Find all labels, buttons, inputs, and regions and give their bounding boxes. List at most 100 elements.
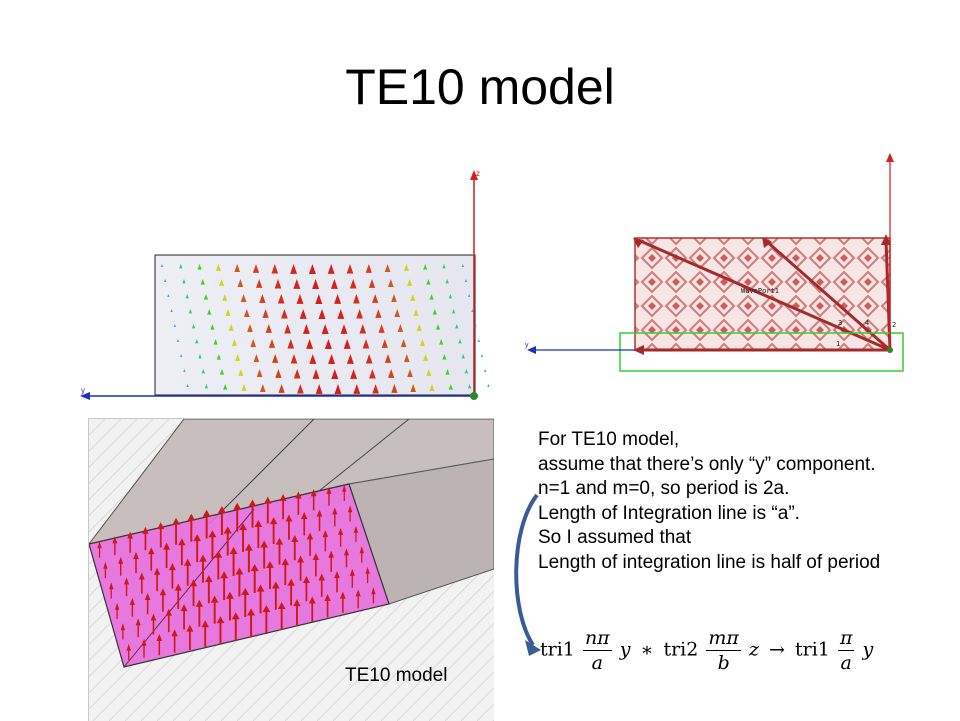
field-arrow bbox=[219, 369, 225, 375]
field-arrow bbox=[198, 354, 202, 359]
field-arrow bbox=[223, 384, 228, 390]
field-arrow bbox=[451, 309, 456, 314]
field-arrow-head bbox=[262, 605, 271, 613]
wall-edge-2 bbox=[308, 419, 410, 500]
curved-arrow-head bbox=[525, 640, 541, 656]
field-arrow bbox=[281, 309, 288, 319]
field-arrow bbox=[179, 264, 183, 269]
field-arrow-head bbox=[133, 551, 139, 559]
waveguide-3d-canvas bbox=[89, 419, 494, 721]
field-arrow bbox=[170, 309, 173, 312]
field-arrow bbox=[173, 324, 176, 327]
field-arrow bbox=[435, 324, 441, 330]
field-arrow bbox=[468, 294, 471, 297]
field-arrow bbox=[464, 369, 469, 374]
field-arrow bbox=[299, 309, 307, 319]
field-arrow bbox=[381, 339, 388, 348]
field-arrow-head bbox=[343, 548, 350, 556]
field-arrow bbox=[234, 264, 241, 272]
field-arrow bbox=[461, 264, 464, 267]
field-arrow bbox=[359, 324, 367, 334]
field-arrow bbox=[330, 279, 338, 289]
z-axis-arrowhead bbox=[886, 153, 894, 162]
field-arrow bbox=[362, 339, 370, 349]
field-arrow bbox=[372, 294, 379, 303]
field-arrow-head bbox=[163, 542, 171, 550]
y-axis-label: y bbox=[525, 342, 529, 349]
field-arrow-head bbox=[103, 561, 108, 569]
field-arrow-head bbox=[328, 550, 335, 558]
field-arrow-head bbox=[142, 526, 149, 534]
diagonal-edge bbox=[123, 508, 255, 668]
field-arrow bbox=[271, 264, 279, 274]
field-arrow bbox=[297, 384, 304, 394]
field-arrow-head bbox=[334, 571, 340, 579]
hatch-line bbox=[412, 638, 494, 721]
field-arrow bbox=[331, 369, 339, 379]
field-arrow-head bbox=[171, 629, 178, 637]
field-arrow bbox=[387, 279, 394, 287]
field-arrow-head bbox=[216, 616, 225, 624]
field-arrow bbox=[400, 339, 407, 347]
field-arrow bbox=[343, 339, 351, 349]
field-arrow bbox=[191, 324, 196, 329]
field-arrow bbox=[284, 324, 291, 334]
frac2-denominator: b bbox=[717, 652, 730, 674]
field-arrow bbox=[268, 339, 276, 348]
field-arrow bbox=[378, 324, 385, 333]
field-arrow-head bbox=[293, 599, 301, 607]
field-arrow-head bbox=[202, 509, 211, 517]
field-arrow bbox=[337, 309, 345, 319]
field-arrow-head bbox=[229, 547, 238, 555]
marker-4: 4 bbox=[865, 319, 869, 327]
field-arrow-head bbox=[233, 502, 242, 510]
field-arrow bbox=[240, 294, 247, 302]
formula-term-1: tri1 bbox=[540, 638, 575, 661]
formula-fraction-2: mπ b bbox=[706, 626, 741, 675]
field-arrow bbox=[365, 354, 373, 364]
field-arrow bbox=[445, 369, 450, 375]
field-arrow bbox=[334, 384, 342, 394]
z-axis-arrowhead bbox=[470, 170, 478, 180]
field-arrows bbox=[160, 264, 490, 394]
field-arrow bbox=[423, 264, 428, 270]
field-plot-2d-canvas: z y bbox=[80, 169, 490, 400]
wave-port-setup: WavePort1 1 2 3 4 z y bbox=[520, 150, 910, 380]
formula-term-3: tri1 bbox=[795, 638, 830, 661]
field-arrow bbox=[207, 309, 212, 315]
field-arrow-head bbox=[359, 546, 364, 554]
field-arrow bbox=[471, 309, 474, 312]
field-arrow bbox=[403, 354, 410, 362]
field-arrow bbox=[455, 324, 459, 329]
field-arrow-head bbox=[156, 633, 163, 641]
field-arrow bbox=[487, 384, 490, 387]
field-arrow bbox=[200, 279, 205, 285]
marker-3: 3 bbox=[838, 319, 842, 327]
explanation-line-5: So I assumed that bbox=[538, 527, 692, 548]
field-arrow bbox=[176, 339, 180, 342]
field-arrow bbox=[458, 339, 462, 344]
origin-marker bbox=[470, 392, 478, 400]
field-arrow bbox=[461, 354, 465, 359]
field-arrow-head bbox=[301, 511, 308, 519]
field-arrow-head bbox=[347, 505, 353, 513]
field-arrow-head bbox=[371, 587, 376, 595]
frac1-denominator: a bbox=[591, 652, 603, 674]
field-arrow-head bbox=[338, 527, 344, 535]
field-arrow bbox=[480, 354, 484, 357]
frac3-numerator: π bbox=[837, 627, 855, 651]
field-arrow-head bbox=[150, 613, 157, 621]
formula-var-1: y bbox=[619, 638, 631, 661]
field-arrow bbox=[356, 309, 363, 319]
field-arrow-head bbox=[235, 567, 244, 575]
field-arrow-head bbox=[287, 578, 295, 586]
field-arrow bbox=[391, 294, 397, 302]
field-arrow bbox=[321, 324, 329, 334]
field-arrow-head bbox=[153, 567, 161, 575]
field-arrow bbox=[426, 369, 432, 376]
field-arrow-head bbox=[291, 534, 299, 542]
field-arrow-head bbox=[135, 618, 141, 626]
field-arrow bbox=[259, 384, 266, 392]
field-arrow bbox=[302, 324, 310, 334]
vector-1-head bbox=[633, 238, 644, 248]
